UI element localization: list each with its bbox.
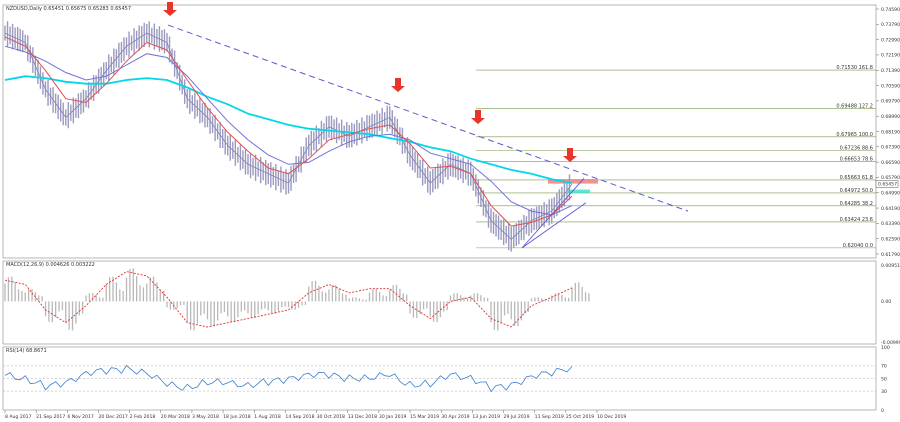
x-tick-label: 1 Aug 2018: [254, 414, 281, 420]
down-arrow-marker: [563, 148, 577, 162]
x-tick-label: 25 Oct 2019: [566, 414, 594, 420]
x-tick-label: 30 Apr 2019: [441, 414, 469, 420]
price-tick-label: 0.66590: [881, 160, 900, 166]
fib-level-label: 0.67965 100.0: [836, 132, 873, 138]
x-tick-label: 6 Nov 2017: [67, 414, 94, 420]
channel-upper-line: [521, 178, 585, 249]
fib-level-label: 0.64972 50.0: [840, 188, 873, 194]
price-tick-label: 0.74590: [881, 7, 900, 13]
price-tick-label: 0.67390: [881, 145, 900, 151]
macd-panel-frame: [2, 260, 877, 345]
x-tick-label: 13 Dec 2018: [348, 414, 377, 420]
fib-level-label: 0.63424 23.6: [840, 217, 873, 223]
rsi-tick-label: 70: [881, 364, 887, 370]
rsi-tick-label: 30: [881, 389, 887, 395]
x-tick-label: 10 Dec 2019: [597, 414, 626, 420]
macd-title: MACD(12,26,9) 0.004626 0.003222: [6, 262, 95, 268]
support-zone: [568, 189, 590, 194]
x-tick-label: 8 Aug 2017: [5, 414, 32, 420]
price-tick-label: 0.62590: [881, 236, 900, 242]
x-tick-label: 21 Sep 2017: [36, 414, 65, 420]
fib-level-label: 0.69488 127.2: [836, 103, 873, 109]
price-tick-label: 0.63390: [881, 221, 900, 227]
macd-tick-label: 0.009514: [881, 263, 900, 269]
price-tick-label: 0.73790: [881, 22, 900, 28]
x-tick-label: 15 Mar 2019: [410, 414, 439, 420]
down-arrow-marker: [163, 2, 177, 16]
fib-level-label: 0.66653 78.6: [840, 156, 873, 162]
x-tick-label: 30 Jan 2019: [379, 414, 407, 420]
price-tick-label: 0.65790: [881, 175, 900, 181]
fib-level-label: 0.71530 161.8: [836, 65, 873, 71]
down-arrow-marker: [471, 110, 485, 124]
fib-level-label: 0.64285 38.2: [840, 201, 873, 207]
x-tick-label: 18 Jun 2018: [223, 414, 251, 420]
current-price-badge: [875, 180, 899, 188]
x-tick-label: 29 Jul 2019: [504, 414, 530, 420]
x-tick-label: 13 Jun 2019: [472, 414, 500, 420]
x-tick-label: 20 Mar 2018: [161, 414, 190, 420]
price-tick-label: 0.64190: [881, 206, 900, 212]
price-tick-label: 0.69790: [881, 99, 900, 105]
rsi-tick-label: 0: [881, 408, 884, 414]
moving-average-line: [4, 45, 573, 216]
moving-average-line: [4, 36, 573, 227]
x-tick-label: 11 Sep 2019: [535, 414, 564, 420]
macd-tick-label: -0.009993: [881, 340, 900, 346]
price-tick-label: 0.61790: [881, 252, 900, 258]
downtrend-line: [167, 24, 689, 212]
fib-level-label: 0.65663 61.8: [840, 175, 873, 181]
x-tick-label: 20 Dec 2017: [98, 414, 127, 420]
rsi-line: [4, 364, 573, 393]
price-tick-label: 0.70590: [881, 83, 900, 89]
macd-tick-label: 0.00: [881, 299, 891, 305]
x-tick-label: 30 Oct 2018: [317, 414, 345, 420]
macd-signal-line: [4, 271, 573, 328]
moving-average-line: [4, 75, 573, 184]
price-tick-label: 0.64990: [881, 191, 900, 197]
price-tick-label: 0.72990: [881, 37, 900, 43]
current-price-label: 0.65457: [878, 182, 897, 188]
price-series-line: [4, 32, 573, 240]
fib-level-label: 0.67236 88.6: [840, 146, 873, 152]
fib-level-label: 0.62040 0.0: [843, 243, 873, 249]
down-arrow-marker: [391, 78, 405, 92]
x-tick-label: 14 Sep 2018: [285, 414, 314, 420]
x-tick-label: 2 Feb 2018: [130, 414, 156, 420]
price-tick-label: 0.71390: [881, 68, 900, 74]
price-panel-frame: [2, 4, 877, 259]
rsi-tick-label: 100: [881, 345, 890, 351]
resistance-zone: [548, 179, 598, 184]
channel-lower-line: [521, 202, 587, 249]
symbol-info: NZDUSD,Daily 0.65451 0.65675 0.65283 0.6…: [6, 6, 131, 12]
price-tick-label: 0.72190: [881, 53, 900, 59]
rsi-tick-label: 50: [881, 376, 887, 382]
x-tick-label: 3 May 2018: [192, 414, 219, 420]
price-tick-label: 0.68990: [881, 114, 900, 120]
price-tick-label: 0.68190: [881, 129, 900, 135]
rsi-title: RSI(14) 68.8671: [6, 348, 47, 354]
